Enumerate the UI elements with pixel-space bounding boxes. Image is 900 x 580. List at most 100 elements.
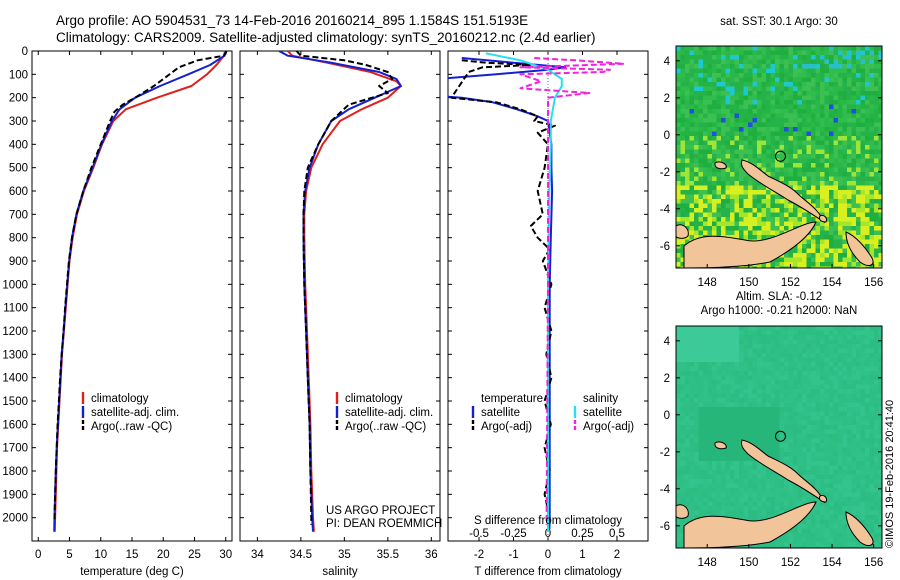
map-cell: [707, 339, 713, 345]
map-cell: [824, 145, 830, 150]
s-tick-label: -0.25: [500, 528, 526, 540]
map-cell: [878, 474, 882, 480]
map-cell: [770, 330, 776, 336]
map-cell: [748, 73, 753, 78]
map-cell: [874, 542, 879, 547]
map-cell: [851, 443, 857, 448]
map-cell: [815, 46, 821, 51]
map-cell: [865, 438, 870, 444]
map-cell: [784, 357, 789, 363]
map-cell: [878, 537, 882, 543]
map-cell: [757, 59, 762, 65]
map-cell: [824, 393, 830, 399]
y-tick-label: 0: [22, 46, 28, 58]
map-cell: [703, 167, 708, 173]
map-cell: [712, 208, 717, 213]
map-cell: [793, 380, 798, 385]
map-cell: [730, 492, 735, 498]
x-tick-label: 30: [219, 549, 232, 561]
map-cell: [716, 393, 722, 399]
sst-field: [676, 46, 882, 268]
map-cell: [739, 230, 744, 236]
map-cell: [847, 131, 852, 137]
map-cell: [761, 357, 767, 363]
map-cell: [685, 82, 690, 87]
map-cell: [851, 362, 857, 367]
map-cell: [793, 136, 798, 141]
lat-tick-label: -2: [660, 447, 670, 459]
map-cell: [860, 353, 866, 358]
map-cell: [757, 411, 762, 417]
map-cell: [788, 73, 794, 78]
map-cell: [811, 77, 816, 83]
map-cell: [721, 402, 726, 408]
map-cell: [847, 86, 852, 92]
map-cell: [752, 50, 758, 56]
map-cell: [815, 140, 821, 146]
map-cell: [847, 470, 852, 475]
map-cell: [851, 172, 857, 177]
map-cell: [842, 335, 848, 340]
map-cell: [680, 420, 686, 426]
map-cell: [712, 127, 717, 132]
map-cell: [842, 402, 848, 408]
map-cell: [775, 452, 780, 457]
map-cell: [793, 438, 798, 444]
map-cell: [793, 461, 798, 466]
map-cell: [878, 528, 882, 534]
map-cell: [761, 190, 767, 195]
map-cell: [730, 230, 735, 236]
map-cell: [833, 353, 839, 358]
map-cell: [775, 262, 780, 267]
map-cell: [775, 488, 780, 493]
map-cell: [820, 407, 825, 412]
map-cell: [842, 253, 848, 258]
map-cell: [802, 194, 807, 200]
map-cell: [725, 82, 731, 87]
map-cell: [766, 221, 771, 227]
map-cell: [676, 172, 681, 177]
map-cell: [824, 465, 830, 471]
map-cell: [770, 95, 776, 101]
map-cell: [865, 519, 870, 525]
map-cell: [775, 335, 780, 340]
map-cell: [869, 239, 875, 245]
map-cell: [860, 447, 866, 453]
map-cell: [685, 145, 690, 150]
map-cell: [797, 176, 803, 182]
map-cell: [874, 163, 879, 168]
map-cell: [734, 447, 740, 453]
map-cell: [820, 353, 825, 358]
island-land: [819, 495, 827, 503]
map-cell: [676, 384, 681, 390]
map-cell: [757, 461, 762, 466]
map-cell: [743, 221, 749, 227]
map-cell: [779, 407, 785, 412]
map-cell: [811, 154, 816, 159]
map-cell: [811, 46, 816, 51]
map-cell: [779, 353, 785, 358]
map-cell: [838, 109, 843, 114]
map-cell: [685, 158, 690, 164]
map-cell: [793, 465, 798, 471]
map-cell: [842, 154, 848, 159]
map-cell: [730, 366, 735, 372]
map-cell: [788, 411, 794, 417]
map-cell: [820, 384, 825, 390]
map-cell: [874, 362, 879, 367]
map-cell: [752, 330, 758, 336]
map-cell: [748, 217, 753, 222]
map-cell: [860, 266, 866, 268]
salinity-legend: climatology satellite-adj. clim. Argo(..…: [335, 392, 433, 433]
map-cell: [820, 136, 825, 141]
map-cell: [874, 221, 879, 227]
map-cell: [707, 389, 713, 394]
map-cell: [743, 82, 749, 87]
map-cell: [680, 362, 686, 367]
map-cell: [869, 235, 875, 240]
map-cell: [730, 118, 735, 123]
map-cell: [865, 411, 870, 417]
map-cell: [748, 348, 753, 354]
map-cell: [856, 91, 861, 96]
map-cell: [820, 149, 825, 155]
